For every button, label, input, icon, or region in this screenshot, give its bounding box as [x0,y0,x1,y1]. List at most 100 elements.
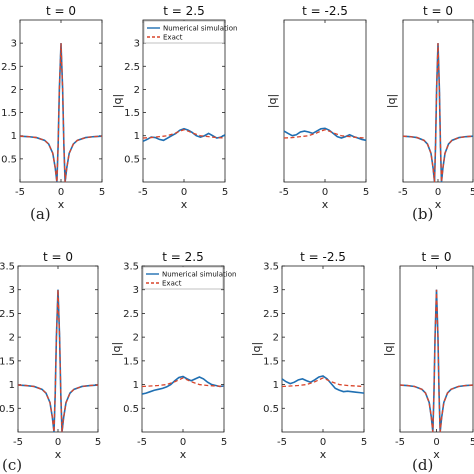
chart-panel-2: t = 2.5 -5 0 5 x 0.5 1 1.5 2 2.5 3 |q| Numerical sim… [111,4,237,211]
y-axis-label: |q| [250,342,263,356]
x-tick-label: 5 [361,437,367,448]
numerical-line [141,375,225,395]
x-axis-label: x [433,448,440,461]
chart-panel-4: t = 0 -5 0 5 x |q| [385,4,474,211]
y-tick-label: 1.5 [123,356,139,367]
y-tick-label: 2 [11,85,17,96]
chart-title: t = 0 [46,4,76,18]
plot-frame [142,19,226,183]
x-tick-label: 5 [99,187,105,198]
y-tick-label: 2 [134,85,140,96]
y-tick-label: 3 [273,285,279,296]
chart-title: t = -2.5 [300,250,346,264]
panel-label-d: (d) [412,456,434,474]
exact-line [141,377,225,388]
x-tick-label: 0 [181,187,187,198]
x-tick-label: 5 [221,437,227,448]
y-tick-label: 0.5 [0,404,15,415]
y-tick-label: 1 [11,131,17,142]
x-tick-label: 0 [322,187,328,198]
x-tick-label: -5 [13,437,23,448]
y-tick-label: 1.5 [124,108,140,119]
panel-label-a: (a) [30,205,51,223]
chart-panel-6: t = 2.5 -5 0 5 x 0.5 1 1.5 2 2.5 3 3.5 |q| Numerical … [110,250,236,461]
chart-title: t = -2.5 [302,4,348,18]
x-tick-label: 0 [433,437,439,448]
x-tick-label: 0 [58,187,64,198]
exact-line [142,129,226,139]
x-tick-label: 0 [180,437,186,448]
y-tick-label: 3 [134,39,140,50]
plot-frame [281,265,365,433]
chart-panel-5: t = 0 -5 0 5 x 0.5 1 1.5 2 2.5 3 3.5 [0,250,101,461]
y-axis-label: |q| [110,342,123,356]
legend-box [143,20,225,44]
exact-line [402,43,474,183]
exact-line [19,43,103,183]
x-tick-label: 0 [435,187,441,198]
y-tick-label: 1 [9,380,15,391]
chart-panel-7: t = -2.5 -5 0 5 x 0.5 1 1.5 2 2.5 3 3.5 |q| [250,250,367,461]
y-axis-label: |q| [111,94,124,108]
x-axis-label: x [320,448,327,461]
y-tick-label: 2 [273,333,279,344]
y-tick-label: 3 [9,285,15,296]
y-tick-label: 1.5 [1,108,17,119]
y-tick-label: 2 [9,333,15,344]
x-tick-label: -5 [398,187,408,198]
x-axis-label: x [58,198,65,211]
y-axis-label: |q| [266,94,279,108]
x-tick-label: -5 [138,187,148,198]
y-tick-label: 2.5 [123,309,139,320]
y-tick-label: 2 [133,333,139,344]
exact-line [399,289,474,433]
y-tick-label: 2.5 [124,62,140,73]
plot-frame [283,19,367,183]
x-tick-label: -5 [395,437,405,448]
chart-panel-8: t = 0 -5 0 5 x |q| [382,250,474,461]
legend-entry: Exact [163,34,183,42]
legend-entry: Numerical simulation [163,25,237,33]
y-tick-label: 1.5 [0,356,15,367]
chart-title: t = 0 [423,4,453,18]
exact-line [283,129,367,139]
x-axis-label: x [55,448,62,461]
y-tick-label: 0.5 [123,404,139,415]
y-tick-label: 0.5 [263,404,279,415]
x-tick-label: 5 [470,187,474,198]
y-tick-label: 1 [133,380,139,391]
x-axis-label: x [435,198,442,211]
y-tick-label: 1.5 [263,356,279,367]
y-tick-label: 2.5 [0,309,15,320]
numerical-line [281,375,365,394]
x-tick-label: 0 [55,437,61,448]
x-tick-label: 5 [95,437,101,448]
chart-title: t = 2.5 [163,4,204,18]
y-tick-label: 2.5 [263,309,279,320]
exact-line [281,377,365,388]
x-tick-label: -5 [277,437,287,448]
numerical-line [283,127,367,142]
panel-label-c: (c) [2,456,23,474]
legend-box [142,266,224,290]
y-tick-label: 2.5 [1,62,17,73]
chart-panel-3: t = -2.5 -5 0 5 x |q| [266,4,369,211]
x-tick-label: 5 [363,187,369,198]
y-tick-label: 0.5 [124,154,140,165]
legend-entry: Numerical simulation [162,271,236,279]
x-axis-label: x [322,198,329,211]
x-tick-label: -5 [137,437,147,448]
x-tick-label: 5 [222,187,228,198]
y-tick-label: 3.5 [123,262,139,273]
y-tick-label: 3.5 [263,262,279,273]
panel-label-b: (b) [412,205,434,223]
chart-panel-1: t = 0 -5 0 5 x 0.5 1 1.5 2 2.5 3 [1,4,105,211]
x-axis-label: x [181,198,188,211]
chart-title: t = 0 [43,250,73,264]
y-tick-label: 3 [11,39,17,50]
y-tick-label: 0.5 [1,154,17,165]
x-tick-label: -5 [15,187,25,198]
chart-title: t = 2.5 [162,250,203,264]
